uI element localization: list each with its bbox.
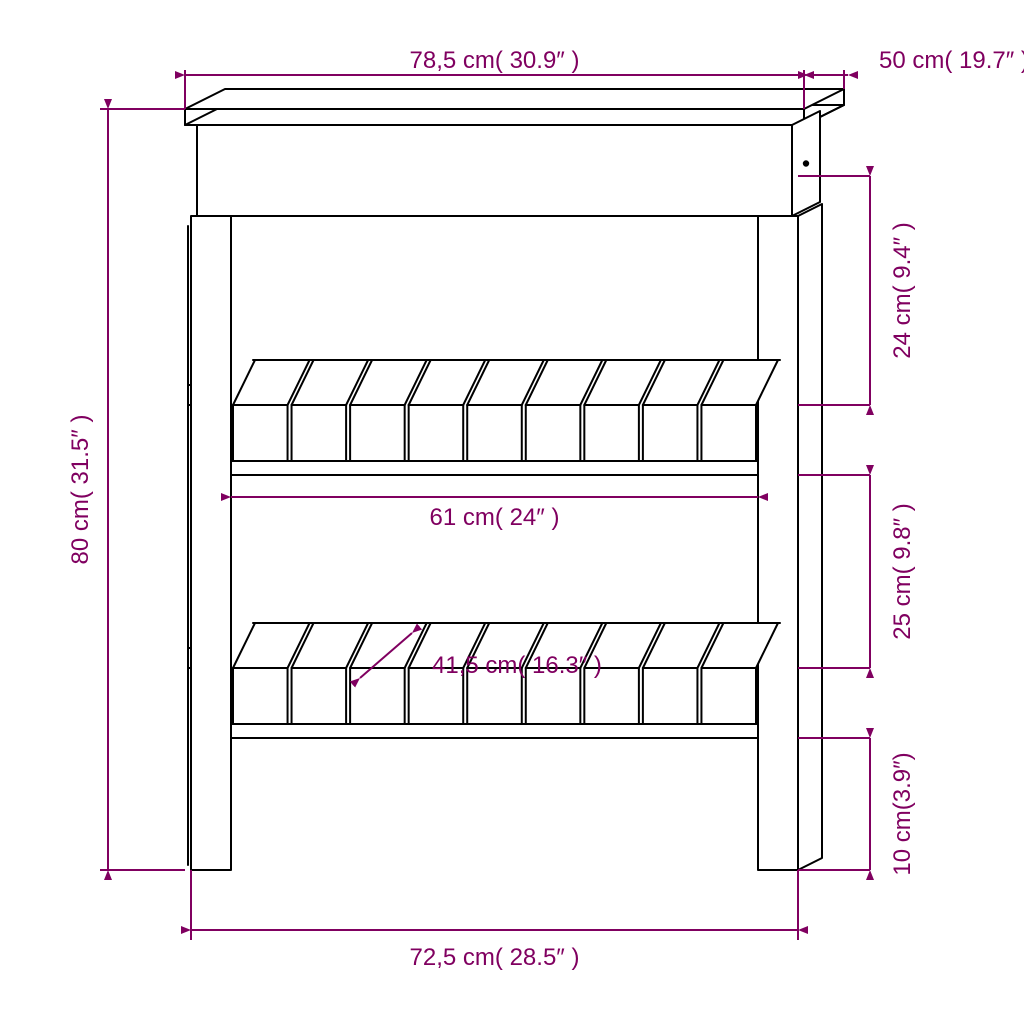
svg-text:25 cm( 9.8″ ): 25 cm( 9.8″ ) [889,503,916,640]
svg-text:80 cm( 31.5″ ): 80 cm( 31.5″ ) [67,415,94,565]
dim-shelf-depth: 41,5 cm( 16.3″ ) [432,652,602,679]
dim-floor-gap: 10 cm(3.9″) [889,752,916,875]
dim-height: 80 cm( 31.5″ ) [67,415,94,565]
svg-text:10 cm(3.9″): 10 cm(3.9″) [889,752,916,875]
svg-text:24 cm( 9.4″ ): 24 cm( 9.4″ ) [889,222,916,359]
dim-top-depth: 50 cm( 19.7″ ) [879,47,1024,74]
workbench-drawing [185,89,844,870]
dim-gap-25: 25 cm( 9.8″ ) [889,503,916,640]
dim-base-width: 72,5 cm( 28.5″ ) [410,944,580,971]
dim-shelf-width: 61 cm( 24″ ) [430,504,560,531]
dim-top-width: 78,5 cm( 30.9″ ) [410,47,580,74]
dim-gap-24: 24 cm( 9.4″ ) [889,222,916,359]
